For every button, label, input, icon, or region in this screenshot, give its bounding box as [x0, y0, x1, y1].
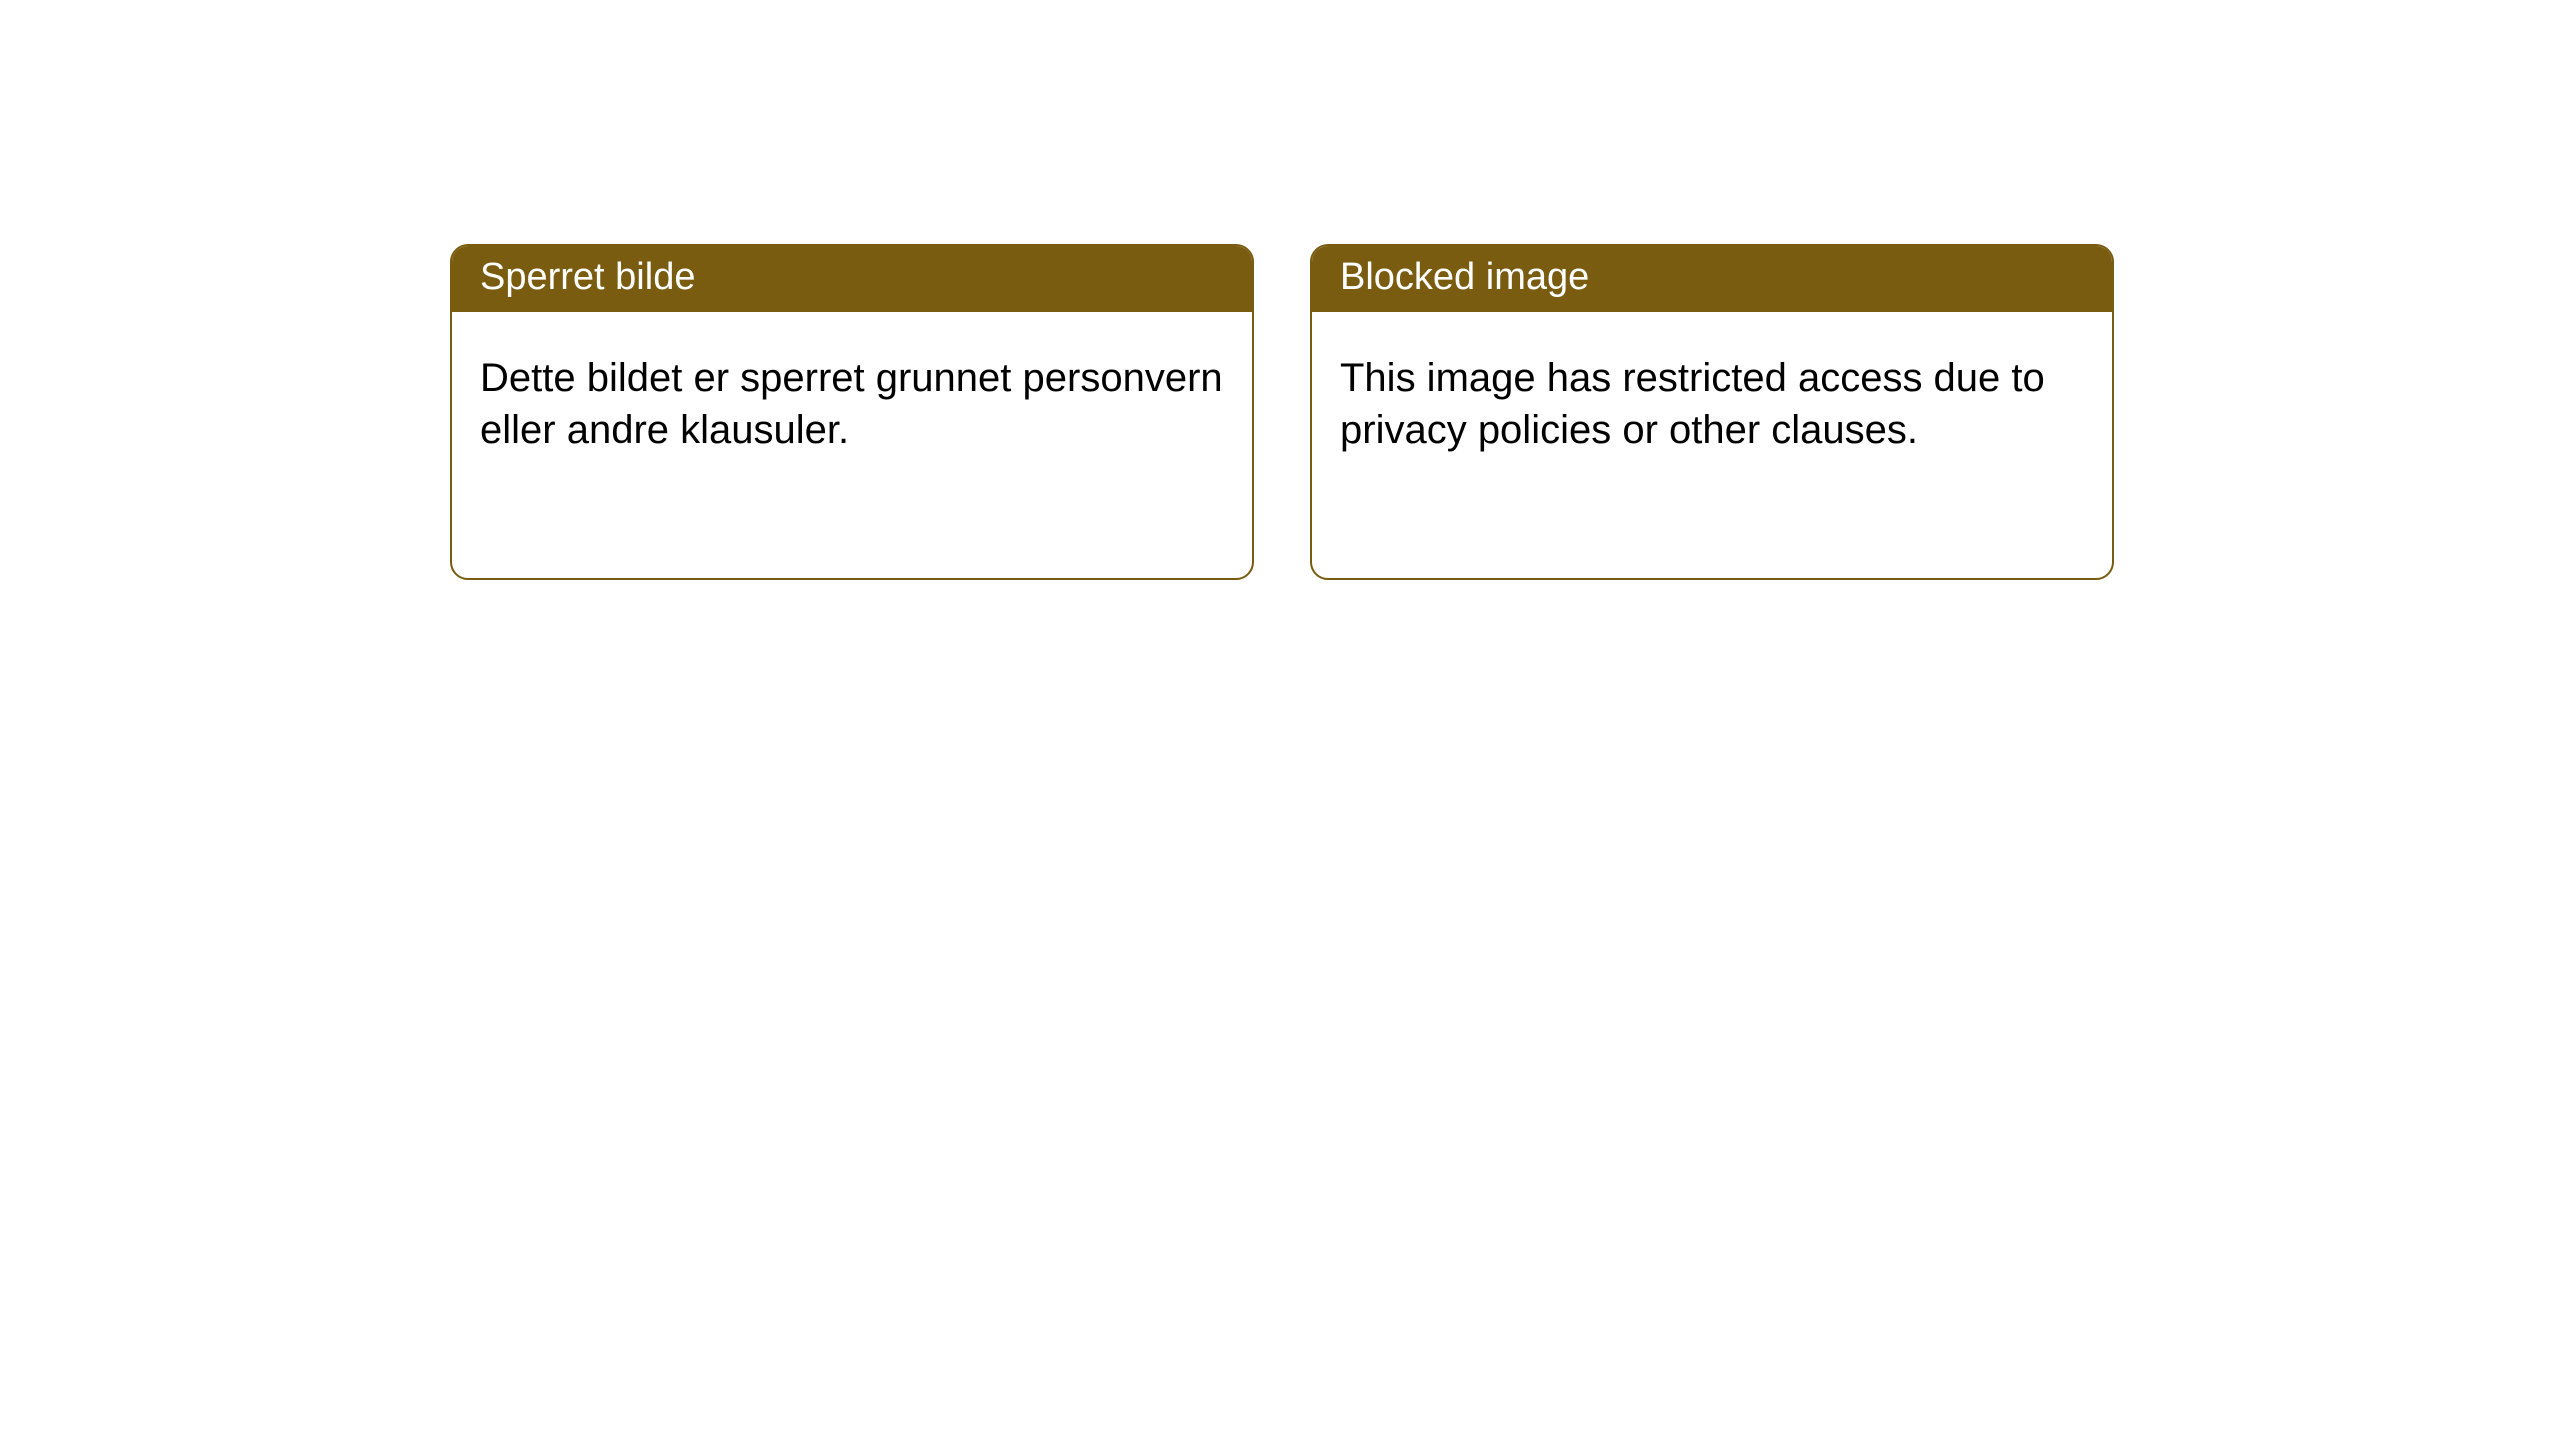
notice-card-norwegian: Sperret bilde Dette bildet er sperret gr…: [450, 244, 1254, 580]
card-body-text: Dette bildet er sperret grunnet personve…: [480, 356, 1223, 453]
card-header: Sperret bilde: [452, 246, 1252, 312]
card-title: Blocked image: [1340, 256, 1589, 298]
notice-card-english: Blocked image This image has restricted …: [1310, 244, 2114, 580]
notice-container: Sperret bilde Dette bildet er sperret gr…: [0, 0, 2560, 580]
card-header: Blocked image: [1312, 246, 2112, 312]
card-title: Sperret bilde: [480, 256, 695, 298]
card-body: This image has restricted access due to …: [1312, 312, 2112, 578]
card-body-text: This image has restricted access due to …: [1340, 356, 2045, 453]
card-body: Dette bildet er sperret grunnet personve…: [452, 312, 1252, 578]
